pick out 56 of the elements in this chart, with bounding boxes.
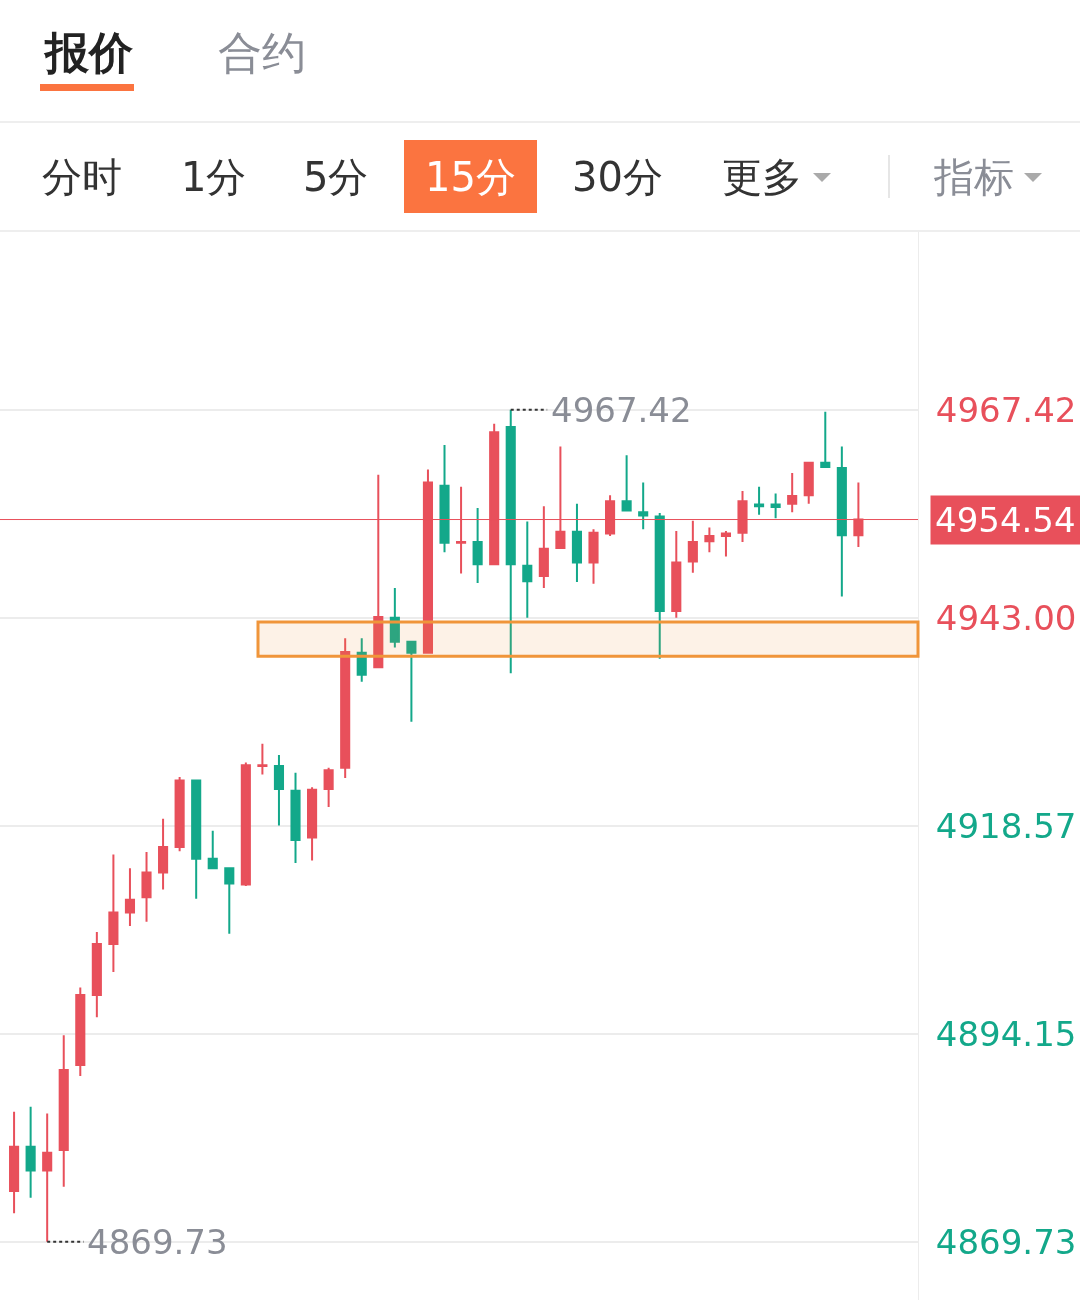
candlestick bbox=[42, 1112, 53, 1243]
text: 15分 bbox=[425, 154, 516, 200]
candlestick bbox=[323, 766, 334, 808]
candlestick bbox=[174, 776, 185, 853]
y-tick-label: 4918.57 bbox=[935, 805, 1077, 846]
candlestick bbox=[505, 408, 516, 675]
candlestick bbox=[307, 786, 318, 862]
text: 更多 bbox=[722, 154, 802, 200]
text: 指标 bbox=[933, 154, 1014, 200]
candlestick bbox=[522, 520, 533, 619]
candlestick bbox=[257, 742, 268, 776]
candlestick bbox=[25, 1105, 36, 1199]
y-tick-label: 4869.73 bbox=[935, 1221, 1077, 1262]
candlestick bbox=[290, 771, 301, 865]
annotation: 4869.73 bbox=[87, 1222, 228, 1262]
ref-line-label: 4954.54 bbox=[935, 500, 1076, 540]
candlestick bbox=[224, 867, 235, 935]
candlestick bbox=[273, 753, 285, 827]
candlestick bbox=[9, 1110, 20, 1215]
candlestick bbox=[704, 526, 715, 554]
candlestick bbox=[58, 1034, 69, 1188]
candlestick bbox=[588, 528, 599, 585]
candlestick bbox=[191, 779, 202, 900]
candlestick bbox=[240, 761, 251, 888]
candlestick bbox=[207, 829, 218, 871]
candlestick bbox=[820, 410, 831, 469]
candlestick bbox=[472, 506, 483, 584]
text: 合约 bbox=[218, 27, 306, 78]
candlestick bbox=[621, 454, 632, 512]
candlestick bbox=[787, 472, 798, 514]
y-tick-label: 4894.15 bbox=[935, 1013, 1077, 1054]
candlestick bbox=[108, 853, 119, 974]
candlestick bbox=[571, 502, 583, 584]
annotation: 4967.42 bbox=[551, 390, 692, 430]
candlestick bbox=[638, 481, 649, 531]
candlestick bbox=[671, 529, 682, 619]
text: 分时 bbox=[42, 154, 122, 200]
candlestick bbox=[75, 986, 86, 1078]
candlestick bbox=[439, 443, 450, 554]
text: 5分 bbox=[303, 154, 369, 200]
candlestick bbox=[654, 512, 665, 660]
candlestick bbox=[770, 492, 781, 520]
text: 1分 bbox=[181, 154, 247, 200]
candlestick bbox=[803, 460, 814, 505]
text: 报价 bbox=[43, 27, 134, 78]
candlestick bbox=[754, 485, 765, 516]
y-tick-label: 4943.00 bbox=[935, 597, 1077, 638]
candlestick bbox=[158, 817, 169, 891]
candlestick bbox=[141, 851, 152, 923]
candlestick bbox=[720, 529, 732, 558]
y-tick-label: 4967.42 bbox=[935, 389, 1077, 430]
text: 30分 bbox=[572, 154, 663, 200]
candlestick bbox=[340, 637, 351, 779]
candlestick bbox=[124, 867, 136, 928]
candlestick bbox=[91, 931, 102, 1019]
candlestick bbox=[836, 445, 847, 598]
